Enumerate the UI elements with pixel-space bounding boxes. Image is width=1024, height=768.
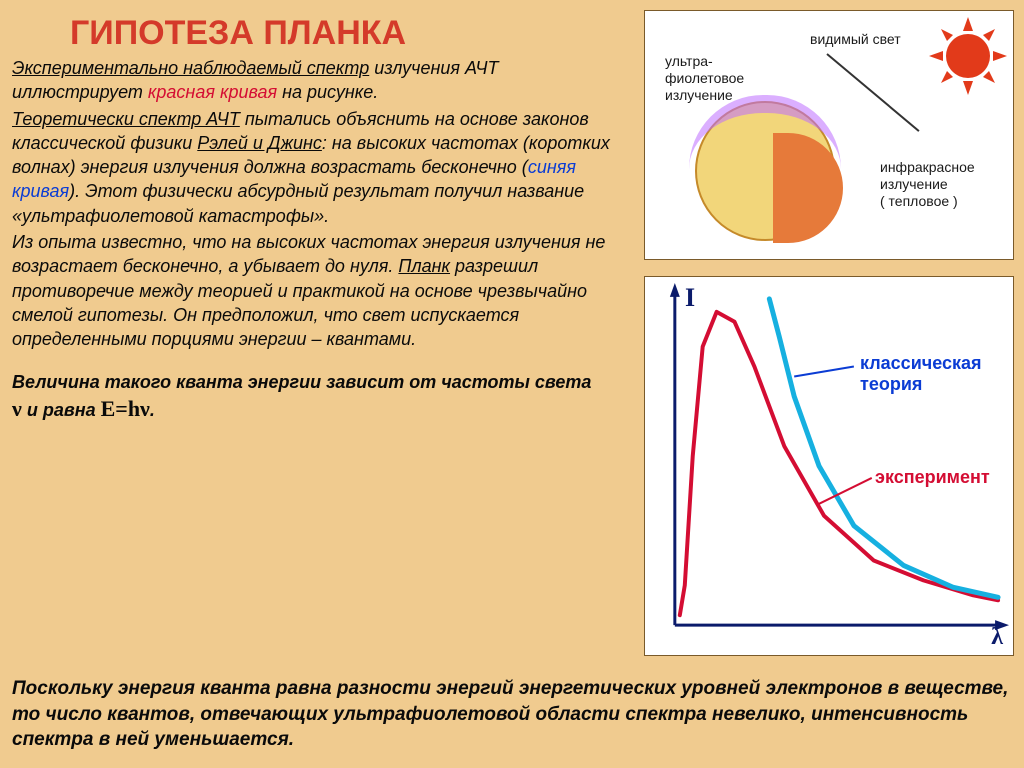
bottom-paragraph: Поскольку энергия кванта равна разности … xyxy=(12,676,1012,753)
radiation-diagram: ультра- фиолетовое излучение видимый све… xyxy=(644,10,1014,260)
text-span: ). Этот физически абсурдный результат по… xyxy=(12,181,584,225)
earth-icon xyxy=(695,101,835,241)
planck-formula: Е=hν xyxy=(101,396,150,421)
text-span: на рисунке. xyxy=(277,82,378,102)
page-title: ГИПОТЕЗА ПЛАНКА xyxy=(70,14,406,53)
x-axis-label: λ xyxy=(991,624,1003,651)
symbol-nu: ν xyxy=(12,396,22,421)
ir-label: инфракрасное излучение ( тепловое ) xyxy=(880,159,1010,209)
sun-icon xyxy=(929,17,1007,95)
text-span: Теоретически спектр АЧТ xyxy=(12,109,240,129)
red-curve-ref: красная кривая xyxy=(148,82,277,102)
spectrum-chart: I λ классическая теория эксперимент xyxy=(644,276,1014,656)
visible-label: видимый свет xyxy=(810,31,901,48)
experiment-label: эксперимент xyxy=(875,467,990,488)
main-text: Экспериментально наблюдаемый спектр излу… xyxy=(12,56,632,426)
text-span: и равна xyxy=(22,400,101,420)
text-span: Рэлей и Джинс xyxy=(197,133,322,153)
visible-ray xyxy=(826,53,919,132)
text-span: Экспериментально наблюдаемый спектр xyxy=(12,58,369,78)
ir-region xyxy=(773,133,843,243)
y-axis-label: I xyxy=(685,283,695,313)
text-span: Величина такого кванта энергии зависит о… xyxy=(12,372,591,392)
uv-label: ультра- фиолетовое излучение xyxy=(665,53,765,103)
text-span: Планк xyxy=(398,256,450,276)
text-span: . xyxy=(150,400,155,420)
classical-theory-label: классическая теория xyxy=(860,353,982,395)
